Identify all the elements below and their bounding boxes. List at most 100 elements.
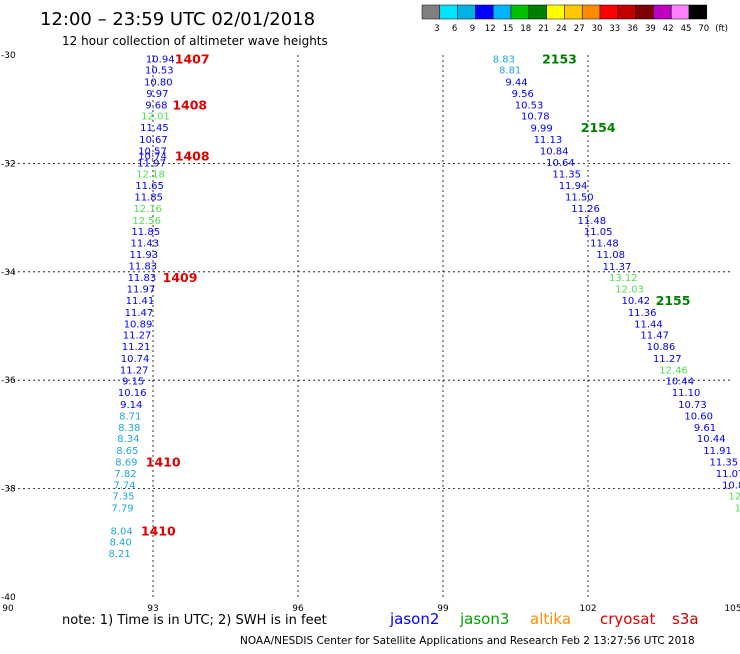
- colorbar-label: 39: [645, 24, 656, 34]
- satellite-legend: jason2 jason3 altika cryosat s3a: [389, 610, 699, 628]
- swh-value: 11.65: [135, 181, 164, 192]
- y-tick-label: -34: [1, 268, 16, 278]
- colorbar-label: 33: [609, 24, 620, 34]
- swh-value: 12.56: [132, 216, 161, 227]
- swh-value: 12.18: [136, 170, 165, 181]
- legend-item-jason3: jason3: [459, 610, 509, 628]
- observations: 10.9410.5310.809.979.6811.4510.6710.5710…: [109, 54, 740, 560]
- time-label: 2154: [581, 120, 616, 135]
- colorbar-label: 45: [681, 24, 692, 34]
- swh-value: 11.47: [640, 331, 669, 342]
- swh-value: 11.37: [603, 262, 632, 273]
- swh-value: 9.68: [145, 100, 167, 111]
- swh-value: 10.94: [146, 54, 175, 65]
- swh-value: 9.56: [512, 89, 534, 100]
- time-label: 1408: [175, 148, 210, 163]
- colorbar-swatch: [653, 4, 672, 20]
- swh-value: 8.83: [493, 54, 515, 65]
- swh-value: 8.04: [110, 526, 132, 537]
- time-label: 2153: [542, 51, 577, 66]
- swh-value: 10.80: [144, 78, 173, 89]
- time-label: 1410: [141, 523, 176, 538]
- swh-value: 11.08: [596, 250, 625, 261]
- swh-value: 9.14: [120, 400, 142, 411]
- colorbar-label: 70: [698, 24, 709, 34]
- y-tick-label: -36: [1, 376, 16, 386]
- swh-value: 10.74: [138, 151, 167, 162]
- swh-value: 11.83: [129, 261, 158, 272]
- y-tick-label: -32: [1, 159, 16, 169]
- swh-value: 12.18: [735, 504, 740, 515]
- swh-value: 8.21: [109, 549, 131, 560]
- colorbar: 3 6 9 12 15 18 21 24 27 30 33 36 39 42 45 70 (ft): [421, 4, 728, 34]
- swh-value: 10.85: [722, 480, 740, 491]
- swh-value: 11.27: [123, 331, 152, 342]
- swh-value: 10.73: [678, 400, 707, 411]
- swh-value: 10.67: [139, 135, 168, 146]
- swh-value: 11.44: [634, 319, 663, 330]
- swh-value: 7.74: [113, 480, 135, 491]
- swh-value: 11.50: [565, 192, 594, 203]
- colorbar-label: (ft): [715, 24, 728, 34]
- units-note: note: 1) Time is in UTC; 2) SWH is in fe…: [62, 613, 327, 628]
- swh-value: 8.38: [118, 423, 140, 434]
- legend-item-cryosat: cryosat: [600, 610, 655, 628]
- swh-value: 8.69: [115, 458, 137, 469]
- swh-value: 8.81: [499, 66, 521, 77]
- swh-value: 11.26: [571, 204, 600, 215]
- swh-value: 10.89: [124, 319, 153, 330]
- colorbar-swatch: [492, 4, 512, 20]
- credit-line: NOAA/NESDIS Center for Satellite Applica…: [240, 635, 695, 647]
- swh-value: 7.35: [112, 492, 134, 503]
- swh-value: 10.44: [697, 434, 726, 445]
- colorbar-swatch: [457, 4, 476, 20]
- swh-value: 11.91: [703, 446, 732, 457]
- swh-value: 11.47: [125, 308, 154, 319]
- swh-value: 13.12: [609, 273, 638, 284]
- swh-value: 7.79: [111, 504, 133, 515]
- swh-value: 12.01: [141, 112, 170, 123]
- colorbar-swatch: [421, 4, 441, 20]
- swh-value: 11.83: [128, 273, 157, 284]
- y-tick-label: -40: [1, 593, 16, 603]
- swh-value: 12.46: [659, 365, 688, 376]
- swh-value: 10.53: [145, 66, 174, 77]
- colorbar-label: 12: [485, 24, 496, 34]
- swh-value: 11.35: [552, 170, 581, 181]
- time-label: 1408: [172, 97, 207, 112]
- time-label: 1407: [175, 51, 210, 66]
- swh-value: 11.94: [559, 181, 588, 192]
- swh-value: 11.05: [584, 227, 613, 238]
- colorbar-swatch: [439, 4, 458, 20]
- swh-value: 11.13: [534, 135, 563, 146]
- swh-value: 10.44: [666, 377, 695, 388]
- grid: [8, 55, 733, 597]
- axes: 90 93 96 99 102 105 -30 -32 -34 -36 -38 -40: [1, 51, 740, 614]
- colorbar-swatch: [564, 4, 583, 20]
- swh-value: 11.21: [122, 342, 151, 353]
- colorbar-label: 15: [503, 24, 514, 34]
- swh-value: 8.65: [116, 446, 138, 457]
- colorbar-swatch: [475, 4, 494, 20]
- swh-value: 8.71: [119, 411, 141, 422]
- swh-value: 7.82: [114, 469, 136, 480]
- colorbar-swatch: [617, 4, 636, 20]
- legend-item-s3a: s3a: [672, 610, 699, 628]
- swh-value: 11.45: [140, 123, 169, 134]
- time-label: 2155: [656, 293, 691, 308]
- swh-value: 11.10: [672, 388, 701, 399]
- swh-value: 11.48: [578, 216, 607, 227]
- swh-value: 12.03: [615, 285, 644, 296]
- swh-value: 10.60: [684, 411, 713, 422]
- colorbar-label: 18: [520, 24, 531, 34]
- swh-value: 9.97: [146, 89, 168, 100]
- colorbar-label: 24: [556, 24, 567, 34]
- swh-value: 9.44: [505, 78, 527, 89]
- chart-title: 12:00 – 23:59 UTC 02/01/2018: [40, 9, 315, 30]
- colorbar-swatch: [510, 4, 530, 20]
- colorbar-swatch: [599, 4, 619, 20]
- swh-value: 10.74: [121, 354, 150, 365]
- swh-value: 11.35: [709, 458, 738, 469]
